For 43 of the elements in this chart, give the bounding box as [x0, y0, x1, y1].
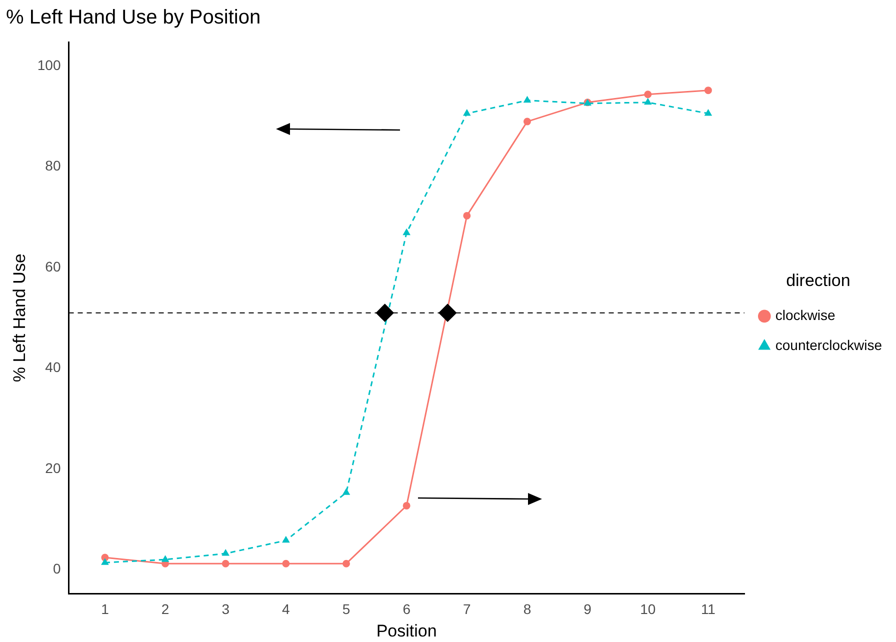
- point: [704, 86, 712, 94]
- x-tick-label: 11: [700, 601, 716, 618]
- y-tick-label: 0: [52, 560, 61, 576]
- point: [438, 304, 456, 322]
- x-tick-label: 1: [101, 601, 110, 618]
- point: [403, 229, 410, 236]
- x-tick-label: 9: [584, 601, 592, 618]
- point: [644, 90, 652, 98]
- point: [222, 550, 229, 556]
- point: [222, 560, 230, 568]
- x-tick-label: 8: [523, 601, 532, 618]
- legend-title: direction: [786, 270, 850, 290]
- y-tick-label: 40: [45, 359, 61, 376]
- x-tick-label: 2: [161, 601, 170, 618]
- point: [102, 558, 108, 565]
- point: [376, 304, 394, 322]
- point: [342, 560, 350, 568]
- x-tick-label: 4: [282, 601, 290, 618]
- point: [464, 110, 470, 116]
- chart-title: % Left Hand Use by Position: [6, 6, 261, 29]
- point: [162, 556, 169, 562]
- y-tick-label: 20: [45, 460, 61, 476]
- x-tick-label: 3: [222, 601, 230, 618]
- y-tick-label: 100: [37, 57, 61, 74]
- point: [282, 560, 290, 568]
- point: [523, 118, 531, 126]
- point: [282, 536, 290, 543]
- x-axis-title: Position: [376, 621, 437, 640]
- legend-label: clockwise: [775, 307, 836, 324]
- point: [524, 96, 531, 103]
- x-tick-label: 10: [640, 601, 656, 618]
- x-tick-label: 6: [402, 601, 411, 618]
- x-tick-label: 5: [342, 601, 350, 618]
- point: [704, 110, 712, 116]
- point: [402, 502, 410, 510]
- y-tick-label: 80: [45, 158, 61, 174]
- x-tick-label: 7: [463, 601, 472, 618]
- point: [463, 212, 471, 220]
- legend-label: counterclockwise: [775, 337, 882, 354]
- point: [342, 488, 350, 495]
- y-axis-title: % Left Hand Use: [10, 254, 29, 382]
- y-tick-label: 60: [45, 258, 61, 274]
- point: [644, 98, 652, 105]
